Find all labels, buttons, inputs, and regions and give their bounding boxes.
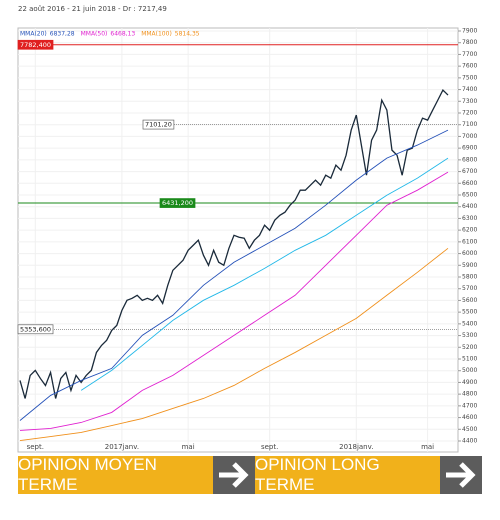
y-tick-label: 7800 [462,39,477,46]
y-tick-label: 4400 [462,438,477,445]
button[interactable]: OPINION LONG TERME [255,455,440,494]
series-line [19,129,449,421]
y-tick-label: 4600 [462,414,477,421]
y-tick-label: 7700 [462,51,477,58]
y-tick-label: 4700 [462,402,477,409]
chart-title: 22 août 2016 - 21 juin 2018 - Dr : 7217,… [18,5,167,13]
y-tick-label: 4800 [462,391,477,398]
y-tick-label: 6200 [462,227,477,234]
x-tick-label: sept. [27,443,44,451]
y-tick-label: 7200 [462,110,477,117]
y-tick-label: 7900 [462,28,477,35]
y-tick-label: 5500 [462,309,477,316]
level-label-box [142,119,175,130]
level-label: 5353,600 [20,325,51,333]
plot-frame [17,27,459,453]
legend-value: 6837,28 [50,31,75,38]
y-tick-label: 5200 [462,344,477,351]
x-tick-label: sept. [261,443,278,451]
legend-value: 5814,35 [175,31,200,38]
arrow-button[interactable] [213,456,255,494]
arrow-icon [219,462,249,488]
arrow-icon [446,462,476,488]
level-label-box [17,39,54,50]
y-tick-label: 6500 [462,192,477,199]
legend-name: MMA(50) [81,31,108,38]
level-label-box [17,324,54,335]
y-tick-label: 6400 [462,203,477,210]
level-label: 7101,20 [145,121,172,129]
series-line [19,88,449,399]
y-tick-label: 7000 [462,133,477,140]
y-tick-label: 7400 [462,86,477,93]
y-tick-label: 6300 [462,215,477,222]
y-tick-label: 4900 [462,379,477,386]
y-tick-label: 6700 [462,168,477,175]
series-line [19,171,449,431]
y-tick-label: 6800 [462,156,477,163]
level-label-box [159,198,196,208]
legend-value: 6468,13 [110,31,135,38]
y-tick-label: 7600 [462,63,477,70]
x-tick-label: 2018janv. [339,443,373,451]
arrow-button[interactable] [440,456,482,494]
y-tick-label: 5700 [462,285,477,292]
y-tick-label: 5400 [462,320,477,327]
y-tick-label: 5800 [462,274,477,281]
y-tick-label: 6900 [462,145,477,152]
level-label: 6431,200 [162,199,193,207]
y-tick-label: 6100 [462,238,477,245]
series-line [19,247,449,441]
x-tick-label: mai [421,443,434,451]
button[interactable]: OPINION MOYEN TERME [18,455,213,494]
y-tick-label: 6000 [462,250,477,257]
y-tick-label: 4500 [462,426,477,433]
legend-name: MMA(100) [141,31,172,38]
y-tick-label: 5300 [462,332,477,339]
y-tick-label: 7100 [462,121,477,128]
x-tick-label: 2017janv. [105,443,139,451]
y-tick-label: 5900 [462,262,477,269]
legend-name: MMA(20) [20,31,47,38]
chart: 22 août 2016 - 21 juin 2018 - Dr : 7217,… [17,5,477,453]
x-tick-label: mai [182,443,195,451]
y-tick-label: 7500 [462,74,477,81]
y-tick-label: 7300 [462,98,477,105]
series-line [80,157,449,391]
y-tick-label: 5600 [462,297,477,304]
y-tick-label: 5000 [462,367,477,374]
y-tick-label: 5100 [462,356,477,363]
y-tick-label: 6600 [462,180,477,187]
level-label: 7782,400 [20,41,51,49]
